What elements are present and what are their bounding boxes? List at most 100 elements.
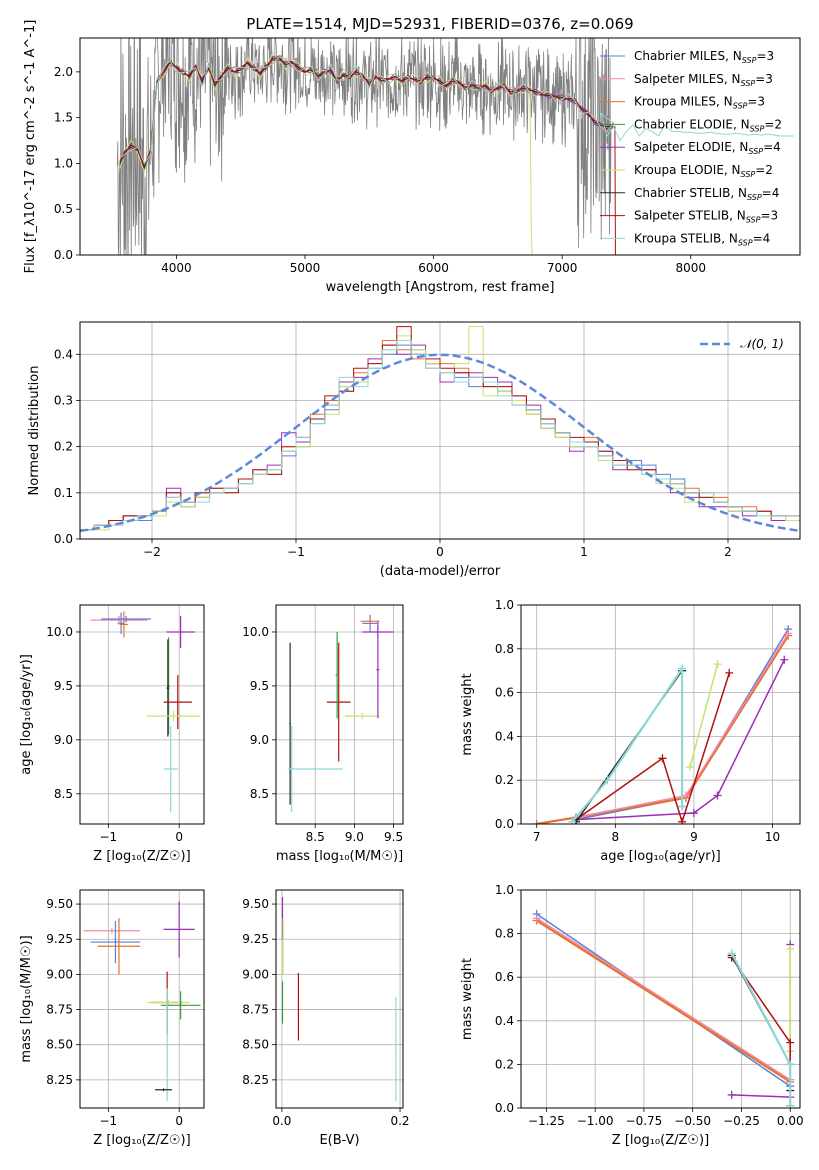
x-tick-label: −1 bbox=[287, 545, 305, 559]
y-tick-label: 9.50 bbox=[46, 897, 73, 911]
x-tick-label: 8000 bbox=[675, 261, 706, 275]
y-axis-label: mass weight bbox=[460, 673, 475, 755]
y-tick-label: 8.5 bbox=[54, 787, 73, 801]
y-tick-label: 0.8 bbox=[495, 642, 514, 656]
x-tick-label: 7000 bbox=[547, 261, 578, 275]
model-spectrum-line bbox=[119, 56, 794, 165]
legend-label-subscript: SSP bbox=[738, 238, 753, 247]
axes-frame bbox=[275, 889, 404, 1109]
plot-area bbox=[532, 625, 793, 824]
x-tick-label: 7 bbox=[533, 830, 541, 844]
axes-frame bbox=[79, 889, 205, 1109]
legend-label: Chabrier MILES, NSSP=3 bbox=[634, 49, 774, 65]
y-tick-label: 10.0 bbox=[242, 625, 269, 639]
x-axis-label: age [log₁₀(age/yr)] bbox=[600, 849, 721, 864]
y-tick-label: 9.00 bbox=[46, 967, 73, 981]
weight-marker bbox=[786, 1060, 795, 1069]
legend-label: Salpeter MILES, NSSP=3 bbox=[634, 72, 773, 88]
weight-marker bbox=[727, 1090, 736, 1099]
y-tick-label: 1.5 bbox=[54, 111, 73, 125]
axes-frame bbox=[79, 37, 801, 256]
x-tick-label: −1.25 bbox=[528, 1114, 565, 1128]
y-tick-label: 9.0 bbox=[250, 733, 269, 747]
x-tick-label: 8 bbox=[611, 830, 619, 844]
x-tick-label: 1 bbox=[580, 545, 588, 559]
plot-area bbox=[287, 614, 394, 813]
plot-area bbox=[80, 326, 800, 539]
weight-series-line bbox=[571, 664, 684, 823]
legend-label-subscript: SSP bbox=[747, 193, 762, 202]
weight-series-line bbox=[689, 663, 719, 768]
x-tick-label: −1 bbox=[99, 1114, 117, 1128]
x-tick-label: 0 bbox=[436, 545, 444, 559]
weight-marker bbox=[786, 944, 795, 953]
legend: Chabrier MILES, NSSP=3 Salpeter MILES, NS… bbox=[600, 49, 782, 247]
y-tick-label: 1.0 bbox=[495, 598, 514, 612]
x-tick-label: −2 bbox=[143, 545, 161, 559]
legend-label-text: Kroupa STELIB, N bbox=[634, 231, 738, 245]
gaussian-curve bbox=[80, 353, 800, 533]
axes-frame bbox=[79, 321, 801, 540]
x-axis-label: (data-model)/error bbox=[380, 564, 501, 579]
x-tick-label: −0.50 bbox=[674, 1114, 711, 1128]
figure-title: PLATE=1514, MJD=52931, FIBERID=0376, z=0… bbox=[246, 15, 633, 33]
legend-label: Kroupa MILES, NSSP=3 bbox=[634, 95, 765, 111]
legend-label-subscript: SSP bbox=[748, 147, 763, 156]
legend-label: 𝒩(0, 1) bbox=[740, 337, 784, 351]
plot-area bbox=[90, 611, 201, 813]
panel-mass_vs_ebv: 0.0 0.2 8.25 8.50 8.75 9.00 9.25 9.50 E(B-V) bbox=[242, 889, 410, 1148]
x-tick-label: 2 bbox=[724, 545, 732, 559]
y-axis-label: mass weight bbox=[460, 958, 475, 1040]
axes-frame bbox=[79, 604, 205, 825]
legend-label-suffix: =2 bbox=[755, 163, 773, 177]
x-tick-label: −0.25 bbox=[723, 1114, 760, 1128]
x-tick-label: 6000 bbox=[418, 261, 449, 275]
weight-marker bbox=[713, 791, 722, 800]
y-axis-label: Normed distribution bbox=[27, 366, 42, 496]
y-tick-label: 0.0 bbox=[54, 532, 73, 546]
weight-marker bbox=[780, 655, 789, 664]
x-tick-label: −1 bbox=[99, 830, 117, 844]
weight-series-line bbox=[536, 635, 790, 824]
x-tick-label: 0.0 bbox=[272, 1114, 291, 1128]
weight-marker bbox=[678, 802, 687, 811]
legend-label-subscript: SSP bbox=[741, 79, 756, 88]
x-axis-label: Z [log₁₀(Z/Z☉)] bbox=[612, 1133, 709, 1148]
x-axis-label: Z [log₁₀(Z/Z☉)] bbox=[93, 1133, 190, 1148]
y-tick-label: 2.0 bbox=[54, 65, 73, 79]
legend-label-suffix: =3 bbox=[755, 72, 773, 86]
x-axis-label: mass [log₁₀(M/M☉)] bbox=[276, 849, 403, 864]
weight-marker bbox=[568, 817, 577, 824]
legend-label: Kroupa ELODIE, NSSP=2 bbox=[634, 163, 773, 179]
y-tick-label: 10.0 bbox=[46, 625, 73, 639]
x-tick-label: 5000 bbox=[290, 261, 321, 275]
y-tick-label: 0.4 bbox=[495, 1014, 514, 1028]
x-axis-label: Z [log₁₀(Z/Z☉)] bbox=[93, 849, 190, 864]
weight-marker bbox=[678, 817, 687, 824]
legend-label: Kroupa STELIB, NSSP=4 bbox=[634, 231, 770, 247]
weight-marker bbox=[658, 754, 667, 763]
y-tick-label: 0.5 bbox=[54, 202, 73, 216]
weight-marker bbox=[682, 791, 691, 800]
axes-frame bbox=[275, 604, 404, 825]
weight-marker bbox=[532, 820, 541, 824]
panel-weight_vs_Z: −1.25 −1.00 −0.75 −0.50 −0.25 0.00 0.0 0.2 0.4 0.… bbox=[460, 883, 804, 1148]
plot-area bbox=[281, 897, 397, 1101]
model-spectrum-line bbox=[119, 51, 533, 255]
legend-label-suffix: =3 bbox=[760, 209, 778, 223]
legend-label-subscript: SSP bbox=[750, 124, 765, 133]
weight-marker bbox=[713, 660, 722, 669]
legend-label-text: Salpeter STELIB, N bbox=[634, 209, 746, 223]
histogram-series bbox=[80, 340, 800, 539]
panel-residuals: −2 −1 0 1 2 0.0 0.1 0.2 0.3 0.4 (data-model)/error… bbox=[27, 321, 801, 579]
y-axis-label: mass [log₁₀(M/M☉)] bbox=[19, 935, 34, 1062]
y-tick-label: 0.0 bbox=[495, 1101, 514, 1115]
legend-label-subscript: SSP bbox=[746, 216, 761, 225]
weight-series-line bbox=[536, 919, 791, 1083]
y-tick-label: 9.5 bbox=[250, 679, 269, 693]
y-tick-label: 9.00 bbox=[242, 967, 269, 981]
legend-label-suffix: =3 bbox=[747, 95, 765, 109]
y-tick-label: 0.0 bbox=[54, 248, 73, 262]
y-tick-label: 1.0 bbox=[495, 883, 514, 897]
